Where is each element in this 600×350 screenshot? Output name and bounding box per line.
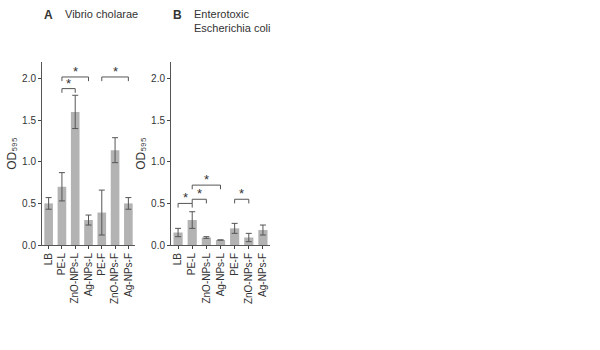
svg-text:A: A xyxy=(44,8,53,22)
svg-text:*: * xyxy=(113,64,118,79)
svg-text:*: * xyxy=(204,172,209,187)
svg-text:*: * xyxy=(197,186,202,201)
svg-text:*: * xyxy=(73,64,78,79)
svg-text:ZnO-NPs-L: ZnO-NPs-L xyxy=(201,253,212,304)
svg-text:PE-L: PE-L xyxy=(56,253,67,276)
svg-text:Ag-NPs-L: Ag-NPs-L xyxy=(215,253,226,297)
svg-text:2.0: 2.0 xyxy=(151,73,165,84)
svg-text:Vibrio cholarae: Vibrio cholarae xyxy=(65,8,138,20)
svg-text:B: B xyxy=(173,8,182,22)
svg-text:*: * xyxy=(239,186,244,201)
svg-text:LB: LB xyxy=(43,253,54,266)
svg-text:2.0: 2.0 xyxy=(22,73,36,84)
svg-text:1.5: 1.5 xyxy=(151,115,165,126)
svg-text:ZnO-NPs-F: ZnO-NPs-F xyxy=(243,253,254,304)
svg-text:1.0: 1.0 xyxy=(151,156,165,167)
svg-text:ZnO-NPs-F: ZnO-NPs-F xyxy=(109,253,120,304)
svg-text:0.0: 0.0 xyxy=(151,240,165,251)
svg-text:*: * xyxy=(183,190,188,205)
svg-text:PE-L: PE-L xyxy=(186,253,197,276)
svg-text:PE-F: PE-F xyxy=(229,253,240,276)
svg-text:Ag-NPs-F: Ag-NPs-F xyxy=(257,253,268,297)
svg-text:1.5: 1.5 xyxy=(22,115,36,126)
svg-text:0.5: 0.5 xyxy=(22,198,36,209)
svg-text:0.0: 0.0 xyxy=(22,240,36,251)
svg-text:Ag-NPs-F: Ag-NPs-F xyxy=(123,253,134,297)
svg-text:1.0: 1.0 xyxy=(22,156,36,167)
svg-text:Ag-NPs-L: Ag-NPs-L xyxy=(83,253,94,297)
svg-text:OD₅₉₅: OD₅₉₅ xyxy=(134,137,148,170)
svg-text:ZnO-NPs-L: ZnO-NPs-L xyxy=(69,253,80,304)
svg-text:LB: LB xyxy=(172,253,183,266)
svg-text:*: * xyxy=(66,76,71,91)
svg-text:EnterotoxicEscherichia coli: EnterotoxicEscherichia coli xyxy=(194,8,270,34)
svg-text:PE-F: PE-F xyxy=(96,253,107,276)
svg-text:OD₅₉₅: OD₅₉₅ xyxy=(5,137,19,170)
svg-text:0.5: 0.5 xyxy=(151,198,165,209)
